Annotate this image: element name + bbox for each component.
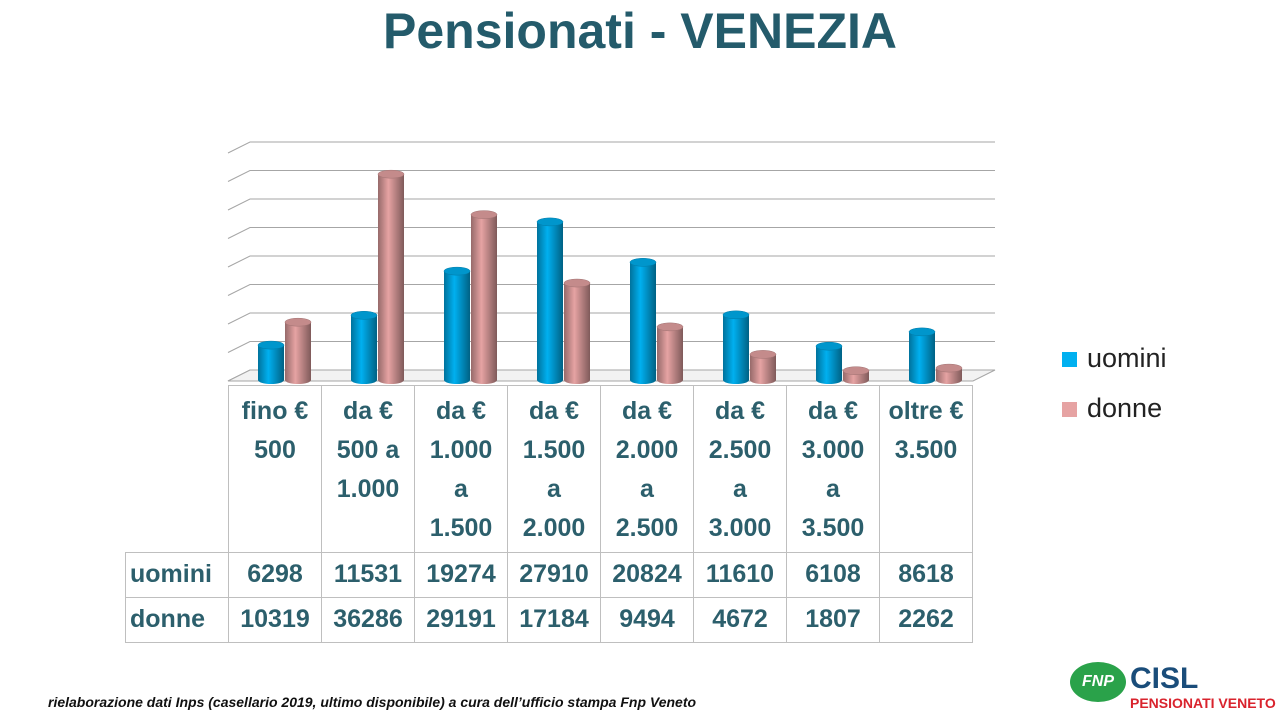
table-value: 27910 xyxy=(507,552,601,598)
bar xyxy=(630,262,656,384)
bar xyxy=(816,346,842,384)
row-label: uomini xyxy=(125,552,229,598)
bar-top xyxy=(443,266,471,276)
table-value: 1807 xyxy=(786,597,880,643)
table-value: 6298 xyxy=(228,552,322,598)
table-value: 9494 xyxy=(600,597,694,643)
category-label: da € 500 a 1.000 xyxy=(321,385,415,553)
bar xyxy=(378,174,404,384)
legend-entry: uomini xyxy=(1062,343,1167,374)
bar-top xyxy=(377,169,405,179)
bar xyxy=(285,322,311,384)
table-value: 17184 xyxy=(507,597,601,643)
bar xyxy=(936,368,962,384)
bar-top xyxy=(284,317,312,327)
bar-top xyxy=(536,217,564,227)
bar xyxy=(537,221,563,384)
legend-swatch xyxy=(1062,352,1077,367)
logo-sub: PENSIONATI VENETO xyxy=(1130,695,1276,711)
logo-cisl: CISL xyxy=(1130,662,1199,695)
bar xyxy=(471,214,497,384)
footnote: rielaborazione dati Inps (casellario 201… xyxy=(48,694,697,710)
grid-line xyxy=(227,341,995,353)
table-value: 6108 xyxy=(786,552,880,598)
bar xyxy=(258,345,284,384)
category-label: da € 2.500 a 3.000 xyxy=(693,385,787,553)
table-value: 19274 xyxy=(414,552,508,598)
category-label: fino € 500 xyxy=(228,385,322,553)
bar-top xyxy=(815,341,843,351)
grid-line xyxy=(227,255,995,268)
category-label: oltre € 3.500 xyxy=(879,385,973,553)
chart-title: Pensionati - VENEZIA xyxy=(383,3,897,59)
table-value: 11610 xyxy=(693,552,787,598)
bar xyxy=(564,283,590,384)
legend-entry: donne xyxy=(1062,393,1162,424)
row-label: donne xyxy=(125,597,229,643)
grid-line xyxy=(227,284,995,296)
bar-top xyxy=(842,366,870,375)
bar-top xyxy=(563,278,591,288)
bar-top xyxy=(722,310,750,320)
table-value: 4672 xyxy=(693,597,787,643)
table-value: 10319 xyxy=(228,597,322,643)
grid-line xyxy=(227,141,995,154)
grid-line xyxy=(227,227,995,239)
bar xyxy=(351,315,377,384)
table-value: 11531 xyxy=(321,552,415,598)
bar-top xyxy=(257,340,285,350)
bar-top xyxy=(935,363,963,373)
bar xyxy=(657,326,683,384)
bar-top xyxy=(908,327,936,337)
bar-top xyxy=(749,350,777,359)
table-value: 36286 xyxy=(321,597,415,643)
bar-top xyxy=(656,322,684,332)
table-value: 29191 xyxy=(414,597,508,643)
logo-fnp: FNP xyxy=(1070,662,1126,702)
category-label: da € 1.500 a 2.000 xyxy=(507,385,601,553)
bar xyxy=(750,354,776,384)
bar-top xyxy=(350,311,378,320)
table-value: 8618 xyxy=(879,552,973,598)
bar-top xyxy=(629,258,657,267)
category-label: da € 2.000 a 2.500 xyxy=(600,385,694,553)
legend-swatch xyxy=(1062,402,1077,417)
category-label: da € 3.000 a 3.500 xyxy=(786,385,880,553)
grid-line xyxy=(227,170,995,182)
bar xyxy=(909,331,935,384)
bar xyxy=(723,314,749,384)
floor xyxy=(227,369,996,382)
table-value: 20824 xyxy=(600,552,694,598)
bar xyxy=(444,271,470,384)
bar-top xyxy=(470,210,498,219)
grid-line xyxy=(227,198,995,211)
table-value: 2262 xyxy=(879,597,973,643)
category-label: da € 1.000 a 1.500 xyxy=(414,385,508,553)
grid-line xyxy=(227,312,995,325)
